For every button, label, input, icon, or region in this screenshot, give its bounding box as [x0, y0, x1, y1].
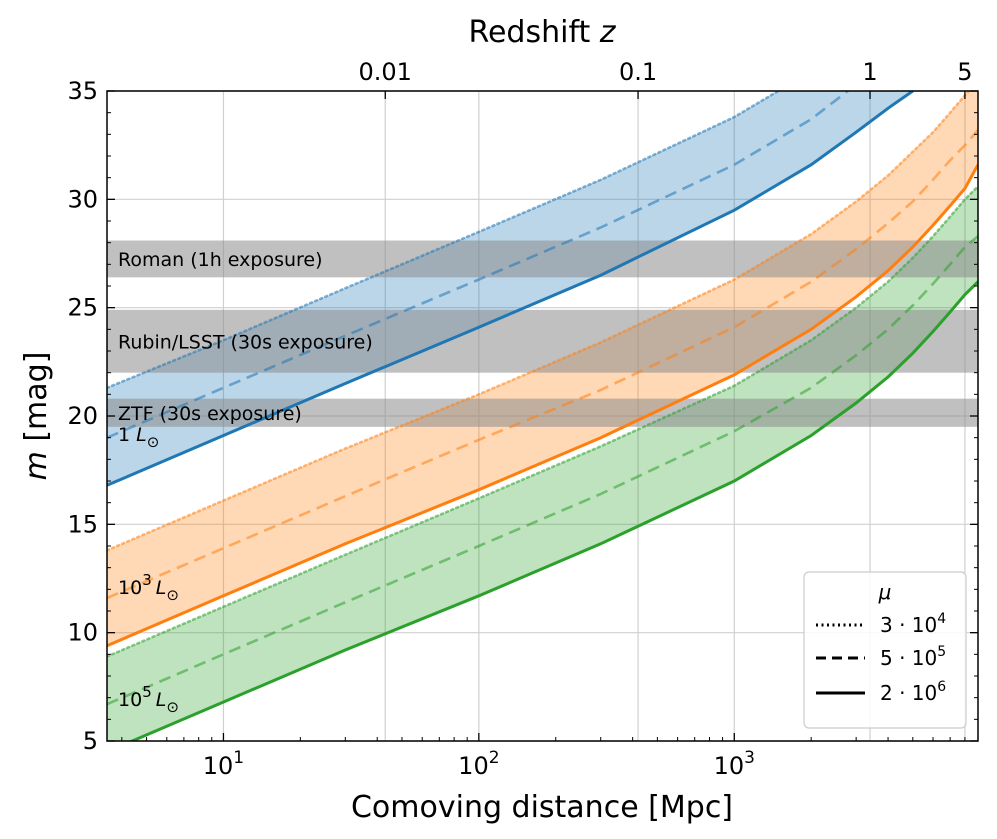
magnitude-curves	[107, 91, 978, 741]
luminosity-label: 1 L⊙	[118, 424, 159, 451]
band-fill-group-2	[107, 186, 978, 741]
survey-labels: Roman (1h exposure) Rubin/LSST (30s expos…	[118, 249, 373, 425]
top-tick-label: 0.1	[619, 58, 657, 86]
survey-label: Roman (1h exposure)	[118, 249, 323, 271]
y-tick-label: 25	[67, 294, 98, 322]
curve-solid-group-0	[107, 91, 914, 487]
curve-dotted-group-2	[107, 185, 978, 658]
x-tick-label: 103	[714, 748, 755, 780]
x-axis-title: Comoving distance [Mpc]	[351, 790, 733, 825]
legend-label: 2 · 106	[880, 679, 946, 705]
top-tick-label: 1	[862, 58, 877, 86]
y-tick-label: 30	[67, 185, 98, 213]
curve-solid-group-2	[128, 280, 978, 741]
survey-band	[107, 309, 978, 373]
legend: μ 3 · 104 5 · 105 2 · 106	[803, 571, 967, 729]
curve-dotted-group-1	[107, 91, 971, 552]
y-tick-label: 10	[67, 619, 98, 647]
legend-label: 3 · 104	[880, 611, 946, 637]
curve-dashed-group-1	[107, 129, 978, 600]
y-tick-label: 5	[83, 727, 98, 755]
y-tick-label: 15	[67, 510, 98, 538]
y-tick-label: 35	[67, 77, 98, 105]
y-axis-title: m [mag]	[19, 352, 54, 481]
survey-band	[107, 240, 978, 278]
legend-box	[803, 571, 967, 729]
curve-dashed-group-2	[107, 235, 978, 706]
curve-dotted-group-0	[107, 91, 781, 390]
top-axis-title: Redshift z	[468, 15, 616, 50]
legend-title: μ	[878, 580, 892, 604]
survey-label: Rubin/LSST (30s exposure)	[118, 331, 373, 353]
x-tick-label: 101	[203, 748, 244, 780]
x-tick-label: 102	[458, 748, 499, 780]
y-tick-label: 20	[67, 402, 98, 430]
survey-label: ZTF (30s exposure)	[118, 403, 302, 425]
top-tick-label: 0.01	[359, 58, 412, 86]
legend-label: 5 · 105	[880, 644, 946, 670]
curve-solid-group-1	[107, 163, 978, 648]
top-tick-label: 5	[957, 58, 972, 86]
luminosity-label: 103 L⊙	[118, 571, 179, 604]
band-fill-group-0	[107, 91, 913, 486]
luminosity-labels: 1 L⊙ 103 L⊙ 105 L⊙	[118, 424, 179, 716]
luminosity-label: 105 L⊙	[118, 683, 179, 716]
